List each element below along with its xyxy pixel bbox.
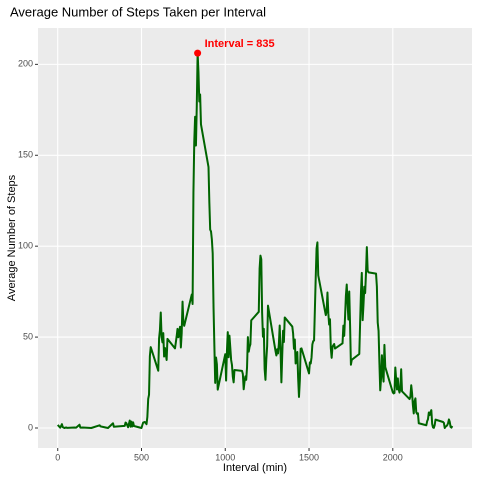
x-tick-label: 500 — [134, 452, 149, 462]
y-tick-label: 50 — [23, 331, 33, 341]
x-axis-title: Interval (min) — [223, 462, 287, 474]
x-tick-label: 2000 — [383, 452, 403, 462]
y-axis-title: Average Number of Steps — [6, 174, 18, 301]
y-tick-label: 150 — [18, 150, 33, 160]
data-line — [56, 52, 454, 429]
y-tick-label: 100 — [18, 241, 33, 251]
highlight-label: Interval = 835 — [205, 38, 275, 50]
chart-title: Average Number of Steps Taken per Interv… — [10, 4, 266, 19]
x-tick-label: 1500 — [299, 452, 319, 462]
panel — [38, 28, 472, 448]
y-tick-label: 200 — [18, 59, 33, 69]
y-tick-label: 0 — [28, 422, 33, 432]
x-tick-label: 1000 — [215, 452, 235, 462]
highlight-point — [194, 49, 202, 57]
x-tick-label: 0 — [55, 452, 60, 462]
